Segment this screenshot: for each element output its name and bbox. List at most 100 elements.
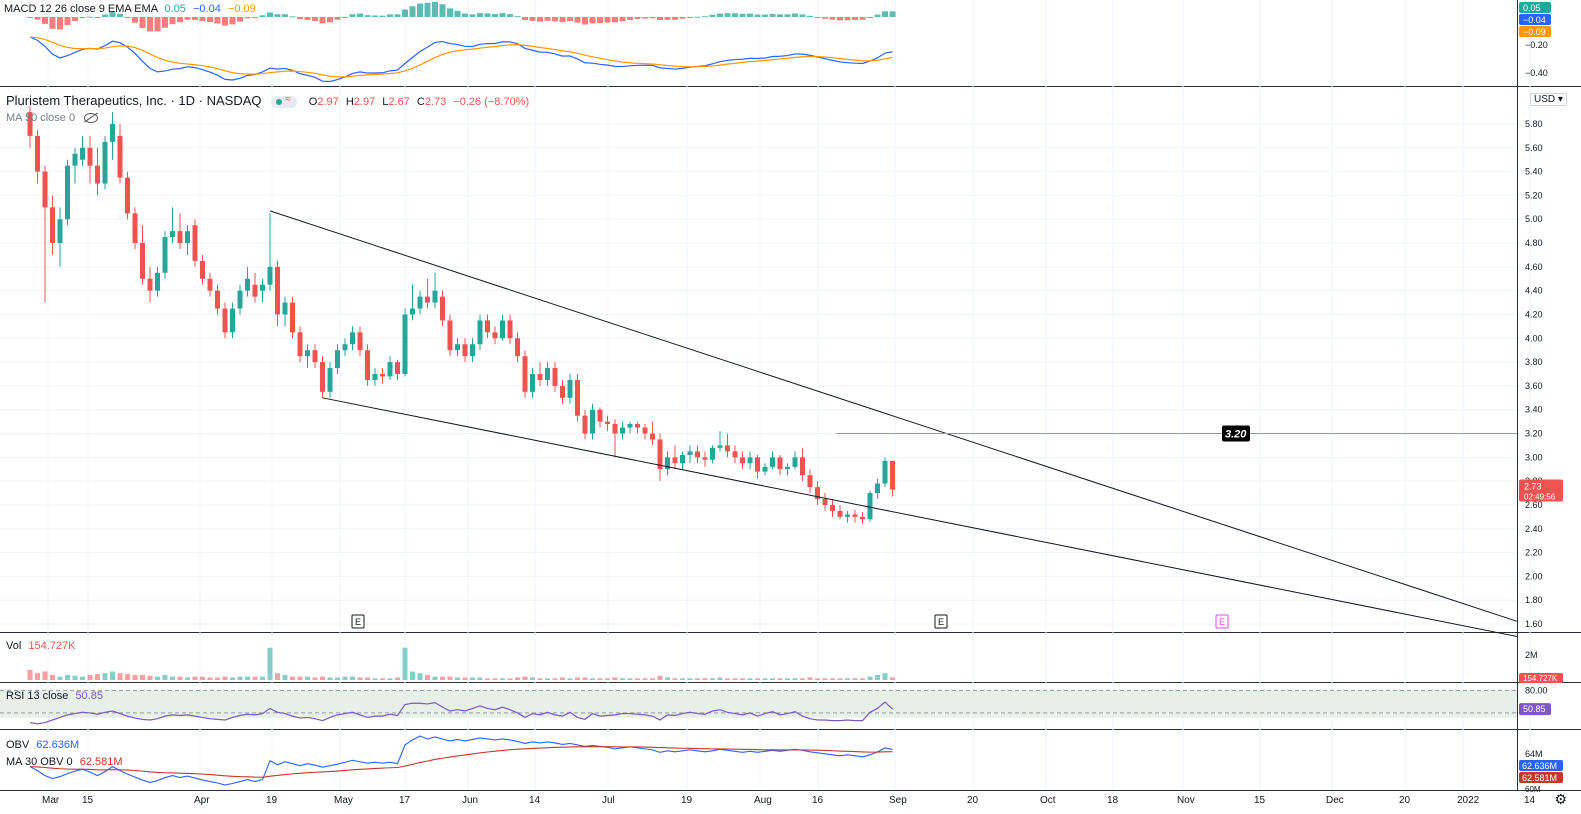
- symbol-legend[interactable]: Pluristem Therapeutics, Inc. · 1D · NASD…: [6, 93, 533, 108]
- candle: [282, 296, 288, 327]
- candle-body: [260, 284, 265, 291]
- time-axis-label: 19: [266, 795, 278, 806]
- candle-body: [395, 362, 400, 374]
- macd-histogram-bar: [484, 13, 491, 17]
- volume-bar: [830, 678, 835, 680]
- volume-bar: [755, 678, 760, 680]
- candle: [470, 338, 475, 363]
- macd-histogram-bar: [687, 17, 693, 18]
- time-axis-label: 2022: [1457, 795, 1480, 806]
- candle-body: [290, 302, 295, 333]
- candle-body: [470, 344, 475, 357]
- time-axis-label: Mar: [42, 795, 60, 806]
- macd-histogram-bar: [169, 17, 176, 25]
- volume-bar: [717, 677, 723, 680]
- macd-histogram-bar: [162, 17, 168, 28]
- macd-histogram-bar: [304, 17, 311, 21]
- candle-body: [567, 379, 573, 398]
- obv-legend[interactable]: OBV 62.636M: [6, 739, 79, 751]
- volume-bar: [35, 673, 40, 680]
- candle: [402, 308, 408, 377]
- volume-bar: [162, 674, 168, 680]
- volume-bar: [710, 678, 715, 680]
- macd-histogram-bar: [469, 14, 476, 17]
- candle-body: [537, 374, 543, 380]
- time-axis-label: Sep: [889, 795, 907, 806]
- volume-bar: [635, 678, 640, 680]
- candle: [245, 266, 250, 297]
- candle-body: [462, 344, 468, 357]
- price-axis-label: 3.00: [1525, 452, 1543, 462]
- price-axis-label: 3.20: [1525, 429, 1543, 439]
- candle: [380, 368, 385, 384]
- candle: [102, 135, 108, 190]
- candle: [582, 409, 588, 440]
- candle: [455, 338, 460, 357]
- candle-body: [417, 296, 423, 309]
- volume-bar: [470, 677, 475, 680]
- rsi-legend[interactable]: RSI 13 close 50.85: [6, 690, 103, 702]
- macd-histogram-bar: [882, 11, 888, 17]
- macd-histogram-bar: [147, 17, 153, 32]
- candle-body: [42, 171, 48, 208]
- macd-axis-label: −0.40: [1525, 68, 1548, 78]
- macd-legend[interactable]: MACD 12 26 close 9 EMA EMA 0.05 −0.04 −0…: [4, 3, 256, 15]
- earnings-marker-label: E: [355, 617, 361, 627]
- candle: [800, 447, 805, 482]
- status-toggle-icon[interactable]: [271, 94, 298, 108]
- volume-legend[interactable]: Vol 154.727K: [6, 640, 75, 652]
- candle-body: [477, 320, 483, 345]
- symbol-title[interactable]: Pluristem Therapeutics, Inc. · 1D · NASD…: [6, 93, 262, 108]
- candle: [260, 278, 265, 303]
- candle-body: [747, 457, 753, 464]
- volume-bar: [350, 676, 355, 680]
- obv-ma-legend[interactable]: MA 30 OBV 0 62.581M: [6, 756, 123, 768]
- volume-bar: [320, 676, 325, 680]
- candle: [777, 454, 783, 476]
- macd-histogram-bar: [612, 17, 618, 23]
- volume-bar: [642, 678, 648, 680]
- candle-body: [380, 374, 385, 377]
- candle: [147, 266, 153, 303]
- candle: [57, 207, 63, 267]
- macd-histogram-bar: [852, 17, 858, 21]
- candle-body: [792, 457, 798, 467]
- settings-gear-icon[interactable]: ⚙: [1554, 791, 1567, 807]
- trendline-upper: [269, 210, 1518, 622]
- candle-body: [740, 457, 745, 464]
- candle: [695, 445, 700, 464]
- obv-value: 62.636M: [36, 739, 80, 751]
- candle: [305, 344, 310, 369]
- candle-body: [680, 454, 685, 464]
- candle: [605, 415, 610, 432]
- macd-histogram-bar: [709, 14, 716, 17]
- volume-bar: [282, 674, 288, 680]
- candle: [372, 368, 378, 386]
- volume-bar: [545, 678, 550, 680]
- volume-bar: [380, 678, 385, 680]
- macd-histogram-bar: [634, 17, 641, 19]
- hidden-eye-icon[interactable]: [84, 113, 99, 124]
- volume-bar: [372, 678, 378, 680]
- volume-bar: [305, 676, 310, 680]
- candle-body: [837, 510, 843, 517]
- volume-bar: [815, 678, 820, 680]
- candle: [327, 362, 333, 398]
- macd-histogram-bar: [379, 15, 386, 17]
- candle-body: [312, 350, 318, 363]
- candle: [792, 451, 798, 470]
- currency-selector[interactable]: USD ▾: [1530, 93, 1567, 106]
- macd-histogram-bar: [544, 17, 551, 21]
- candle-body: [620, 427, 625, 434]
- volume-bar: [650, 678, 655, 680]
- volume-bar: [27, 669, 33, 680]
- candle-body: [822, 499, 828, 505]
- candle: [492, 326, 498, 345]
- candle: [27, 106, 33, 148]
- macd-histogram-bar: [642, 17, 648, 19]
- macd-histogram-bar: [754, 14, 761, 17]
- ma-legend[interactable]: MA 50 close 0: [6, 112, 99, 124]
- macd-histogram-bar: [619, 17, 626, 22]
- macd-histogram-bar: [319, 17, 326, 24]
